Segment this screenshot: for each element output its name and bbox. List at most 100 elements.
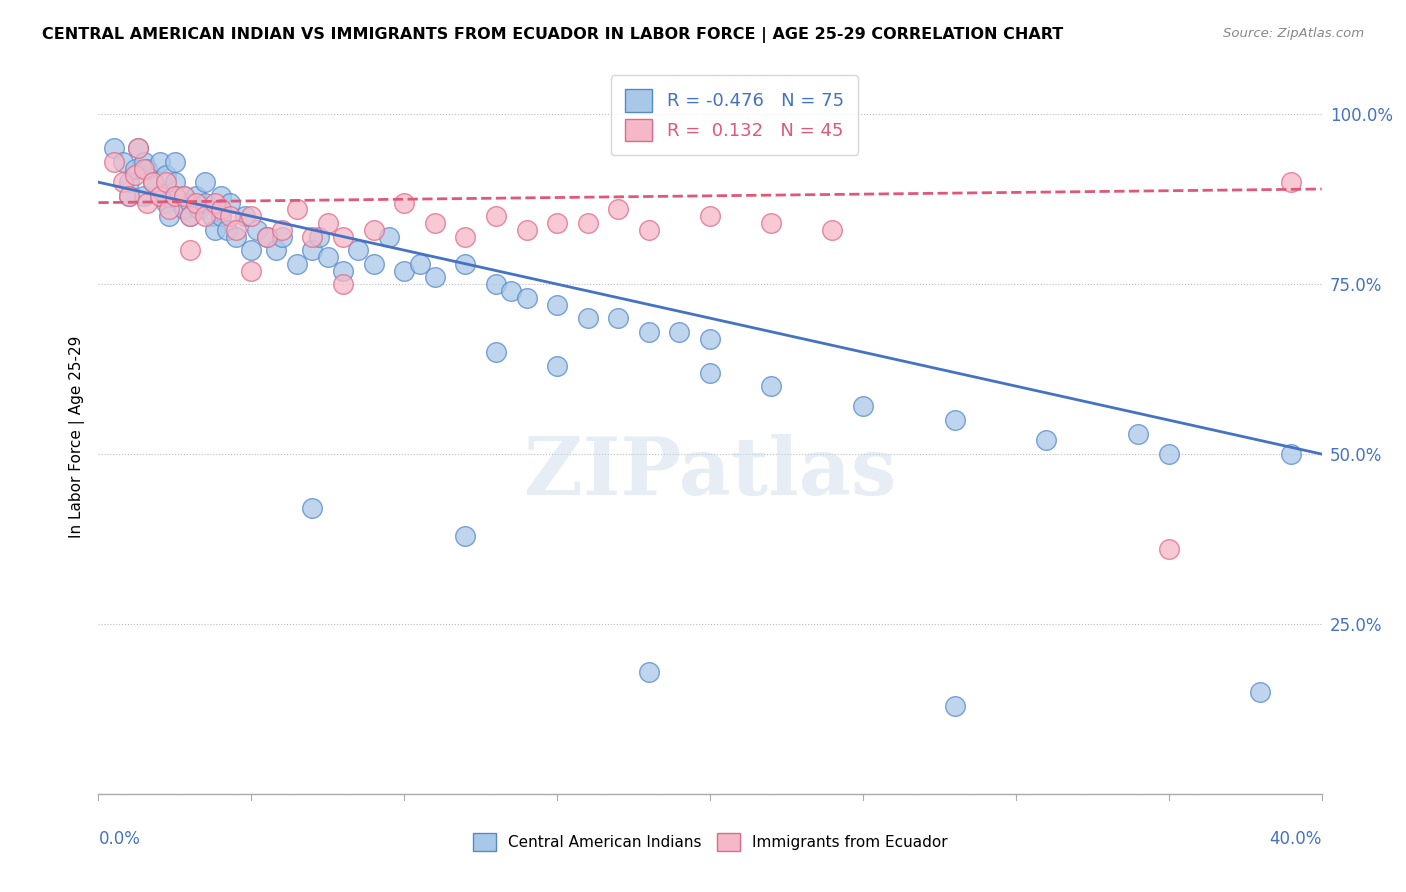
Point <box>1128 426 1150 441</box>
Point <box>392 263 416 277</box>
Point <box>124 169 146 183</box>
Point <box>454 528 477 542</box>
Point <box>111 175 134 189</box>
Point <box>332 263 354 277</box>
Point <box>423 270 446 285</box>
Legend: Central American Indians, Immigrants from Ecuador: Central American Indians, Immigrants fro… <box>467 827 953 857</box>
Point <box>363 257 385 271</box>
Point <box>1035 434 1057 448</box>
Point <box>136 195 159 210</box>
Point <box>256 229 278 244</box>
Point <box>163 189 186 203</box>
Point <box>501 284 523 298</box>
Point <box>118 175 141 189</box>
Point <box>485 209 508 223</box>
Point <box>546 297 568 311</box>
Point <box>179 209 201 223</box>
Y-axis label: In Labor Force | Age 25-29: In Labor Force | Age 25-29 <box>69 336 84 538</box>
Point <box>576 216 599 230</box>
Point <box>485 345 508 359</box>
Point <box>194 175 217 189</box>
Point <box>240 263 263 277</box>
Point <box>186 189 208 203</box>
Point <box>149 189 172 203</box>
Point <box>637 325 661 339</box>
Point <box>943 698 966 713</box>
Point <box>240 243 263 257</box>
Point <box>485 277 508 292</box>
Point <box>134 189 156 203</box>
Point <box>607 202 630 217</box>
Text: 40.0%: 40.0% <box>1270 830 1322 847</box>
Point <box>363 223 385 237</box>
Point <box>1157 447 1180 461</box>
Point <box>118 189 141 203</box>
Point <box>546 216 568 230</box>
Point <box>155 195 177 210</box>
Text: ZIPatlas: ZIPatlas <box>524 434 896 512</box>
Point <box>179 243 201 257</box>
Point <box>454 229 477 244</box>
Point <box>200 209 222 223</box>
Point <box>943 413 966 427</box>
Point <box>637 223 661 237</box>
Point <box>142 175 165 189</box>
Point <box>173 189 195 203</box>
Point <box>423 216 446 230</box>
Point <box>157 209 180 223</box>
Point <box>378 229 401 244</box>
Point <box>136 161 159 176</box>
Point <box>637 665 661 679</box>
Point <box>204 195 226 210</box>
Point <box>699 332 721 346</box>
Point <box>256 229 278 244</box>
Point <box>157 202 180 217</box>
Point <box>127 141 149 155</box>
Point <box>576 311 599 326</box>
Point <box>316 216 339 230</box>
Point <box>215 223 238 237</box>
Point <box>516 291 538 305</box>
Point <box>111 154 134 169</box>
Point <box>270 229 292 244</box>
Point <box>186 195 208 210</box>
Point <box>173 189 195 203</box>
Point <box>142 175 165 189</box>
Point <box>194 209 217 223</box>
Point <box>103 141 125 155</box>
Point <box>163 154 186 169</box>
Point <box>1279 447 1302 461</box>
Text: 0.0%: 0.0% <box>98 830 141 847</box>
Point <box>759 379 782 393</box>
Point <box>668 325 690 339</box>
Point <box>316 250 339 264</box>
Point <box>301 243 323 257</box>
Point <box>264 243 287 257</box>
Point <box>149 154 172 169</box>
Point <box>155 175 177 189</box>
Point <box>821 223 844 237</box>
Point <box>179 209 201 223</box>
Point <box>1249 685 1271 699</box>
Point <box>179 195 201 210</box>
Point <box>155 169 177 183</box>
Point <box>454 257 477 271</box>
Point <box>516 223 538 237</box>
Point <box>546 359 568 373</box>
Point <box>163 189 186 203</box>
Point <box>308 229 330 244</box>
Point <box>301 229 323 244</box>
Point <box>852 400 875 414</box>
Point <box>118 189 141 203</box>
Point <box>124 161 146 176</box>
Point <box>1279 175 1302 189</box>
Point <box>188 202 211 217</box>
Point <box>233 209 256 223</box>
Point <box>219 195 242 210</box>
Point <box>209 189 232 203</box>
Point <box>699 366 721 380</box>
Point <box>759 216 782 230</box>
Point <box>285 257 308 271</box>
Point <box>173 202 195 217</box>
Point <box>699 209 721 223</box>
